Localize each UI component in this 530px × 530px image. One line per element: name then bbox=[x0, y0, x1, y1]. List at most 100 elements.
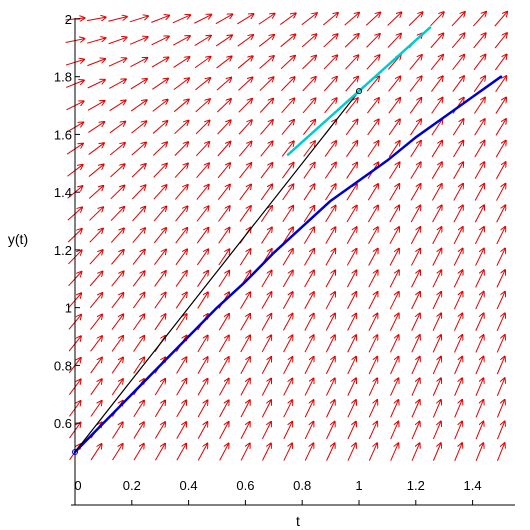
field-arrow bbox=[174, 121, 189, 135]
field-arrow bbox=[282, 184, 294, 201]
field-arrow bbox=[154, 314, 166, 331]
field-arrow bbox=[431, 184, 441, 201]
field-arrow bbox=[496, 227, 505, 245]
field-arrow bbox=[174, 163, 188, 178]
field-arrow bbox=[496, 205, 506, 223]
field-arrow bbox=[326, 378, 334, 396]
field-arrow bbox=[260, 120, 272, 135]
field-arrow bbox=[195, 78, 210, 91]
field-arrow bbox=[197, 422, 207, 439]
field-arrow bbox=[218, 206, 229, 222]
field-arrow bbox=[261, 357, 271, 375]
field-arrow bbox=[111, 250, 123, 265]
field-arrow bbox=[475, 249, 484, 266]
field-arrow bbox=[322, 13, 338, 26]
field-arrow bbox=[325, 335, 335, 353]
field-arrow bbox=[411, 270, 421, 288]
field-arrow bbox=[326, 400, 335, 418]
field-arrow bbox=[154, 379, 165, 396]
field-arrow bbox=[260, 141, 273, 157]
field-arrow bbox=[454, 357, 463, 375]
field-arrow bbox=[390, 378, 399, 396]
field-arrow bbox=[388, 119, 400, 136]
field-arrow bbox=[281, 98, 295, 113]
field-arrow bbox=[475, 335, 484, 353]
field-arrow bbox=[110, 186, 125, 200]
field-arrow bbox=[282, 206, 293, 223]
axes bbox=[71, 18, 515, 506]
field-arrow bbox=[454, 378, 463, 396]
field-arrow bbox=[324, 98, 337, 114]
field-arrow bbox=[347, 357, 356, 375]
field-arrow bbox=[176, 379, 187, 396]
field-arrow bbox=[452, 119, 463, 136]
field-arrow bbox=[410, 227, 420, 245]
field-arrow bbox=[108, 37, 127, 45]
field-arrow bbox=[153, 185, 167, 200]
field-arrow bbox=[152, 142, 167, 156]
field-arrow bbox=[453, 292, 462, 310]
field-arrow bbox=[454, 335, 463, 353]
field-arrow bbox=[454, 422, 462, 440]
field-arrow bbox=[152, 100, 168, 112]
field-arrow bbox=[283, 357, 293, 375]
field-arrow bbox=[109, 143, 125, 156]
field-arrow bbox=[390, 357, 398, 375]
field-arrow bbox=[389, 335, 398, 353]
field-arrow bbox=[431, 141, 442, 158]
field-arrow bbox=[475, 400, 483, 418]
y-tick-label: 2 bbox=[65, 12, 72, 27]
field-arrow bbox=[90, 358, 102, 374]
field-arrow bbox=[283, 443, 292, 461]
x-tick-label: 0 bbox=[74, 478, 81, 493]
field-arrow bbox=[474, 141, 485, 158]
field-arrow bbox=[152, 121, 167, 134]
field-arrow bbox=[367, 119, 379, 136]
field-arrow bbox=[473, 55, 485, 71]
field-arrow bbox=[347, 422, 356, 440]
field-arrow bbox=[346, 270, 356, 288]
field-arrow bbox=[239, 185, 251, 201]
field-arrow bbox=[496, 292, 505, 310]
field-arrow bbox=[366, 77, 379, 92]
field-arrow bbox=[129, 37, 148, 45]
y-tick-label: 1.2 bbox=[54, 243, 72, 258]
field-arrow bbox=[368, 378, 377, 396]
field-arrow bbox=[154, 401, 165, 418]
field-arrow bbox=[89, 229, 103, 243]
field-arrow bbox=[196, 163, 209, 179]
field-arrow bbox=[89, 293, 102, 309]
field-arrow bbox=[172, 36, 190, 46]
series-line-2 bbox=[74, 90, 360, 453]
field-arrow bbox=[344, 13, 359, 26]
field-arrow bbox=[283, 400, 292, 418]
field-arrow bbox=[432, 205, 442, 223]
field-arrow bbox=[368, 314, 377, 331]
field-arrow bbox=[303, 163, 315, 179]
field-arrow bbox=[495, 98, 506, 114]
field-arrow bbox=[176, 400, 187, 418]
field-arrow bbox=[283, 335, 293, 353]
field-arrow bbox=[240, 422, 250, 440]
field-arrow bbox=[494, 33, 507, 49]
field-arrow bbox=[89, 207, 103, 221]
field-arrow bbox=[304, 400, 313, 418]
field-arrow bbox=[132, 207, 146, 222]
field-arrow bbox=[88, 122, 104, 133]
field-arrow bbox=[303, 184, 315, 201]
field-arrow bbox=[262, 443, 270, 461]
field-arrow bbox=[389, 314, 398, 331]
field-arrow bbox=[410, 206, 420, 223]
field-arrow bbox=[131, 143, 146, 156]
field-arrow bbox=[496, 357, 504, 375]
field-arrow bbox=[89, 272, 102, 287]
field-arrow bbox=[281, 120, 294, 135]
field-arrow bbox=[410, 249, 420, 266]
field-arrow bbox=[133, 357, 144, 374]
field-arrow bbox=[453, 313, 462, 331]
field-arrow bbox=[452, 55, 465, 71]
field-arrow bbox=[390, 422, 399, 440]
field-arrow bbox=[387, 12, 402, 26]
field-arrow bbox=[111, 379, 123, 396]
field-arrow bbox=[368, 335, 377, 353]
